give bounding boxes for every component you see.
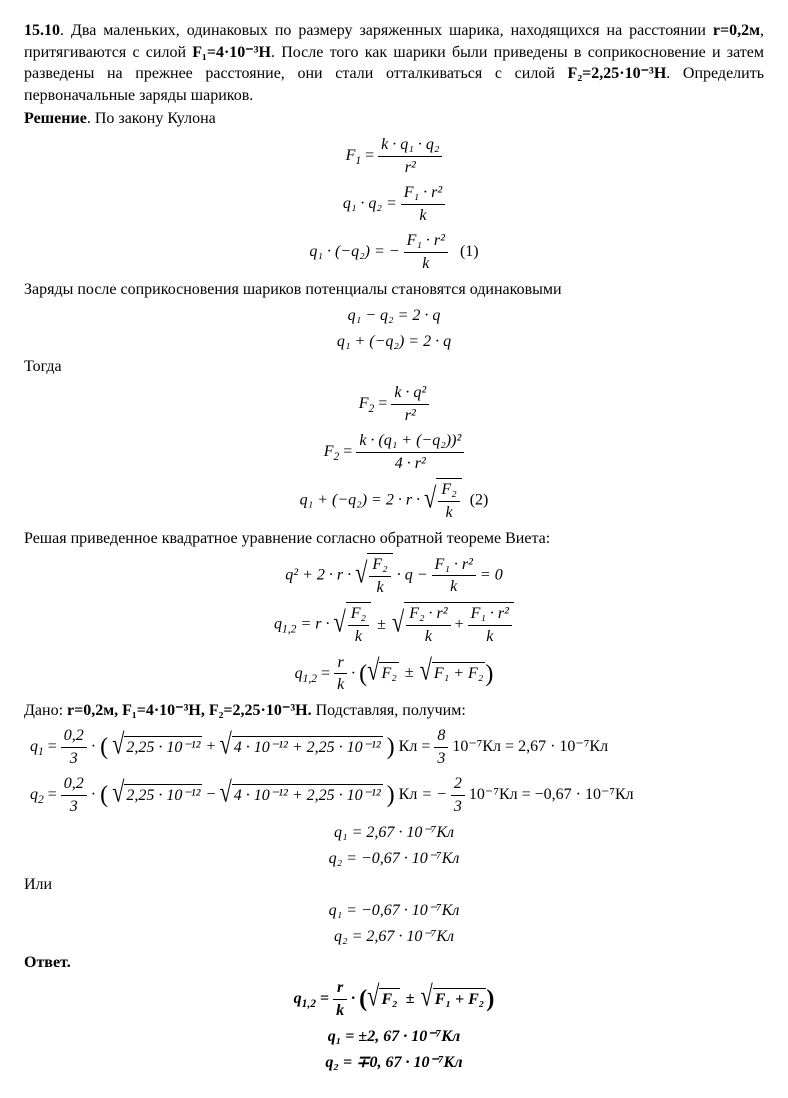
eq-9: q1,2 = r · √ F₂k ± √ F₂ · r²k + F₁ · r²k: [24, 602, 764, 647]
togda: Тогда: [24, 356, 764, 378]
given-r: r=0,2м: [713, 22, 760, 39]
eq-4a: q₁ − q₂ = 2 · q: [24, 304, 764, 326]
calc-q1: q1 = 0,23 · ( √2,25 · 10⁻¹² + √4 · 10⁻¹²…: [24, 725, 764, 769]
given-f1: F₁=4·10⁻³Н: [192, 44, 271, 61]
eq-10: q1,2 = rk · (√F₂ ± √F₁ + F₂): [24, 652, 764, 696]
res-q1b: q₁ = −0,67 · 10⁻⁷Кл: [24, 900, 764, 922]
eq-7: q₁ + (−q₂) = 2 · r · √ F₂k (2): [24, 478, 764, 523]
calc-q2: q2 = 0,23 · ( √2,25 · 10⁻¹² − √4 · 10⁻¹²…: [24, 773, 764, 817]
answer-q1: q₁ = ±2, 67 · 10⁻⁷Кл: [24, 1026, 764, 1048]
line-contact: Заряды после соприкосновения шариков пот…: [24, 279, 764, 301]
problem-statement: 15.10. Два маленьких, одинаковых по разм…: [24, 20, 764, 106]
res-q1: q₁ = 2,67 · 10⁻⁷Кл: [24, 822, 764, 844]
eq-4b: q₁ + (−q₂) = 2 · q: [24, 330, 764, 352]
eq-coulomb-3: q₁ · (−q₂) = − F₁ · r²k (1): [24, 230, 764, 274]
line-vieta: Решая приведенное квадратное уравнение с…: [24, 528, 764, 550]
problem-number: 15.10: [24, 22, 60, 39]
eq-6: F2 = k · (q₁ + (−q₂))²4 · r²: [24, 430, 764, 474]
dano: Дано: r=0,2м, F₁=4·10⁻³Н, F₂=2,25·10⁻³Н.…: [24, 700, 764, 722]
res-q2: q₂ = −0,67 · 10⁻⁷Кл: [24, 848, 764, 870]
answer-formula: q1,2 = rk · (√F₂ ± √F₁ + F₂): [24, 977, 764, 1021]
res-q2b: q₂ = 2,67 · 10⁻⁷Кл: [24, 926, 764, 948]
eq-coulomb-2: q₁ · q₂ = F₁ · r²k: [24, 182, 764, 226]
eq-8: q² + 2 · r · √ F₂k · q − F₁ · r²k = 0: [24, 553, 764, 598]
eq-coulomb-1: F1 = k · q₁ · q₂r²: [24, 134, 764, 178]
given-f2: F₂=2,25·10⁻³Н: [568, 65, 667, 82]
answer-q2: q₂ = ∓0, 67 · 10⁻⁷Кл: [24, 1052, 764, 1074]
ili: Или: [24, 874, 764, 896]
eq-5: F2 = k · q²r²: [24, 382, 764, 426]
solution-heading: Решение. По закону Кулона: [24, 108, 764, 130]
answer-label: Ответ.: [24, 952, 764, 974]
